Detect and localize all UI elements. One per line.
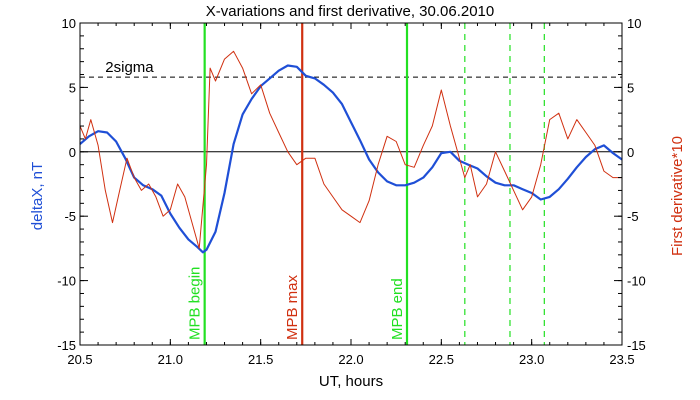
x-axis-title: UT, hours (319, 373, 383, 390)
x-tick-label: 21.5 (248, 352, 273, 367)
derivative-series-line (79, 50, 622, 249)
y-tick-label: 5 (69, 80, 76, 95)
x-tick-label: 21.0 (158, 352, 183, 367)
mpb-begin-label: MPB begin (187, 267, 204, 340)
y-axis-right: -15 -10 -5 0 5 10 (614, 16, 646, 353)
mpb-end-label: MPB end (389, 278, 406, 340)
plot-frame (79, 22, 623, 346)
sigma-label: 2sigma (105, 59, 154, 76)
y-axis-left: -15 -10 -5 0 5 10 (57, 16, 88, 353)
y-tick-label: -10 (57, 274, 76, 289)
x-tick-label: 22.5 (429, 352, 454, 367)
plot-area: 2sigma MPB begin MPB max MPB end (79, 23, 623, 345)
x-tick-label: 22.0 (338, 352, 363, 367)
deltax-series-line (79, 64, 623, 254)
y-tick-label: -5 (64, 209, 76, 224)
chart-title: X-variations and first derivative, 30.06… (206, 3, 495, 20)
x-tick-label: 23.5 (609, 352, 634, 367)
y2-tick-label: -10 (627, 274, 646, 289)
y-axis-right-title: First derivative*10 (669, 136, 686, 256)
y-axis-left-title: deltaX, nT (29, 162, 46, 230)
x-axis: 20.5 21.0 21.5 22.0 22.5 23.0 23.5 (67, 23, 635, 367)
mpb-max-label: MPB max (284, 274, 301, 340)
x-tick-label: 23.0 (519, 352, 544, 367)
x-tick-label: 20.5 (67, 352, 92, 367)
y2-tick-label: 5 (627, 80, 634, 95)
y2-tick-label: 0 (627, 145, 634, 160)
y-tick-label: -15 (57, 338, 76, 353)
y2-tick-label: -15 (627, 338, 646, 353)
y-tick-label: 10 (62, 16, 76, 31)
y-tick-label: 0 (69, 145, 76, 160)
y2-tick-label: -5 (627, 209, 639, 224)
y2-tick-label: 10 (627, 16, 641, 31)
